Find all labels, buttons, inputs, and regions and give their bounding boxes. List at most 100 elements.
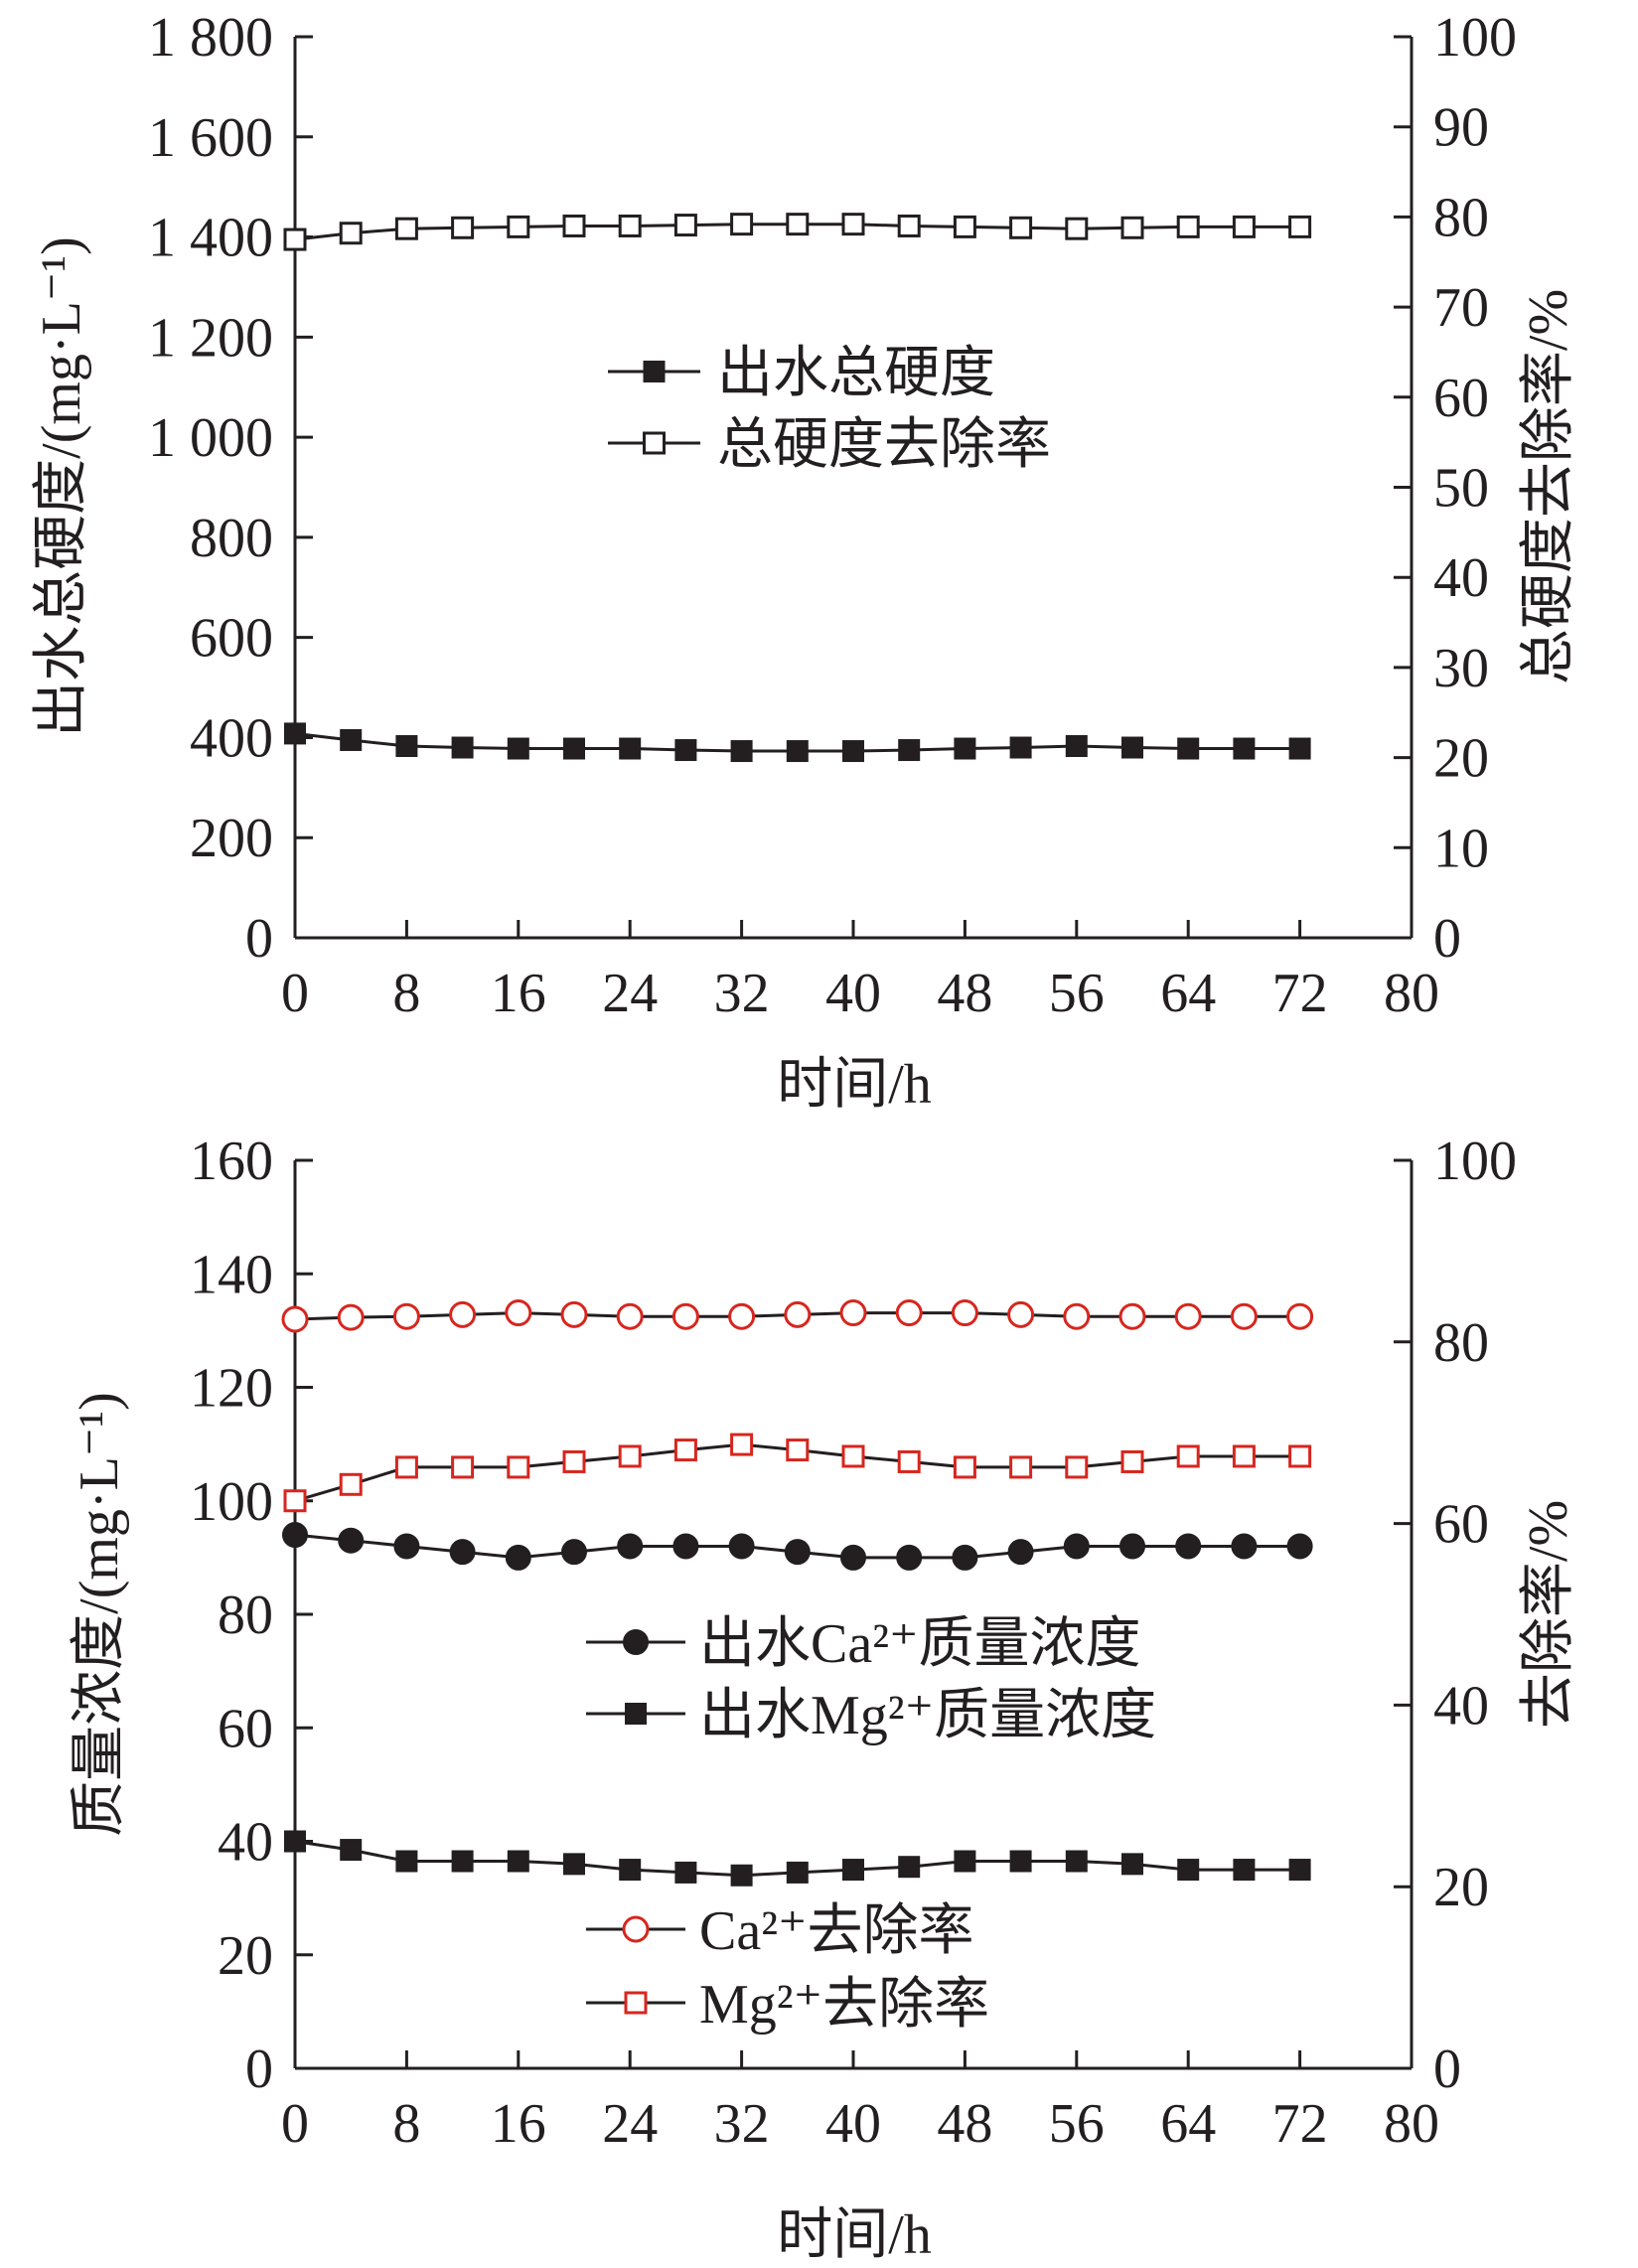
data-point xyxy=(839,1299,867,1327)
data-point xyxy=(786,1438,810,1462)
data-point xyxy=(1065,1455,1089,1479)
data-point xyxy=(1009,1850,1032,1873)
legend-marker xyxy=(643,361,666,382)
data-point xyxy=(1288,1859,1311,1882)
x-tick-label: 48 xyxy=(937,2093,992,2155)
data-point xyxy=(1232,215,1256,238)
left-tick-label: 200 xyxy=(190,808,273,869)
data-point xyxy=(954,737,976,760)
x-tick-label: 32 xyxy=(714,2093,770,2155)
data-point xyxy=(1288,737,1311,760)
x-tick-label: 80 xyxy=(1384,963,1439,1024)
data-point xyxy=(507,1850,529,1873)
right-tick-label: 70 xyxy=(1433,277,1489,339)
data-point xyxy=(953,215,976,238)
data-point xyxy=(730,213,754,236)
x-tick-label: 80 xyxy=(1384,2093,1439,2155)
x-tick-label: 72 xyxy=(1272,2093,1328,2155)
data-point xyxy=(1118,1302,1146,1330)
data-point xyxy=(283,227,307,251)
data-point xyxy=(1177,1859,1200,1882)
data-point xyxy=(507,737,529,760)
data-point xyxy=(281,1305,309,1333)
right-tick-label: 100 xyxy=(1433,7,1517,69)
x-axis-title: 时间/h xyxy=(777,2204,932,2266)
x-tick-label: 40 xyxy=(825,2093,881,2155)
data-point xyxy=(283,1489,307,1513)
data-point xyxy=(338,1527,365,1554)
left-tick-label: 100 xyxy=(190,1471,273,1533)
x-tick-label: 32 xyxy=(714,963,770,1024)
data-point xyxy=(1175,1533,1202,1560)
x-tick-label: 64 xyxy=(1160,2093,1216,2155)
left-tick-label: 120 xyxy=(190,1358,273,1420)
data-point xyxy=(1174,1302,1202,1330)
data-point xyxy=(337,1303,365,1331)
data-point xyxy=(898,739,921,762)
data-point xyxy=(561,1539,587,1566)
right-tick-label: 90 xyxy=(1433,97,1489,159)
right-tick-label: 100 xyxy=(1433,1131,1517,1192)
left-tick-label: 20 xyxy=(218,1925,273,1987)
data-point xyxy=(284,1830,306,1853)
legend-marker xyxy=(622,1915,650,1943)
data-point xyxy=(841,1444,865,1468)
data-point xyxy=(616,1302,644,1330)
left-axis-title: 质量浓度/(mg·L⁻¹) xyxy=(69,1392,130,1837)
right-tick-label: 60 xyxy=(1433,368,1489,429)
legend-label: 出水Mg²⁺质量浓度 xyxy=(699,1685,1156,1746)
data-point xyxy=(728,1302,756,1330)
data-point xyxy=(560,1300,588,1328)
data-point xyxy=(1065,217,1089,240)
data-point xyxy=(840,1544,866,1571)
data-point xyxy=(951,1299,978,1327)
data-point xyxy=(1119,1533,1145,1560)
data-point xyxy=(1288,215,1312,238)
legend-label: 出水总硬度 xyxy=(717,343,995,404)
left-tick-label: 1 600 xyxy=(148,107,273,169)
data-point xyxy=(395,735,418,758)
data-point xyxy=(1230,1302,1258,1330)
right-tick-label: 20 xyxy=(1433,1857,1489,1918)
legend-label: 总硬度去除率 xyxy=(717,414,1051,476)
data-point xyxy=(619,737,642,760)
data-point xyxy=(1065,735,1088,758)
right-tick-label: 80 xyxy=(1433,1312,1489,1374)
data-point xyxy=(730,1864,753,1887)
data-point xyxy=(1176,215,1200,238)
right-axis-title: 去除率/% xyxy=(1518,1500,1579,1729)
data-point xyxy=(1121,1853,1143,1876)
data-point xyxy=(563,737,585,760)
data-point xyxy=(952,1544,978,1571)
data-point xyxy=(674,739,697,762)
data-point xyxy=(786,1861,809,1884)
data-point xyxy=(1007,1539,1034,1566)
data-point xyxy=(451,216,475,239)
data-point xyxy=(1233,1859,1256,1882)
data-point xyxy=(1121,736,1143,759)
x-tick-label: 56 xyxy=(1049,2093,1105,2155)
data-point xyxy=(284,722,306,745)
x-axis-title: 时间/h xyxy=(777,1054,932,1116)
data-point xyxy=(784,1300,812,1328)
data-point xyxy=(1286,1533,1313,1560)
right-axis-title: 总硬度去除率/% xyxy=(1518,289,1579,684)
data-point xyxy=(1063,1533,1090,1560)
x-tick-label: 0 xyxy=(281,963,309,1024)
data-point xyxy=(618,1444,642,1468)
legend-marker xyxy=(624,1991,648,2015)
data-point xyxy=(1232,1444,1256,1468)
legend-label: Mg²⁺去除率 xyxy=(699,1974,989,2036)
data-point xyxy=(841,213,865,236)
x-tick-label: 56 xyxy=(1049,963,1105,1024)
data-point xyxy=(449,1539,476,1566)
data-point xyxy=(1009,216,1033,239)
data-point xyxy=(671,1302,699,1330)
right-tick-label: 60 xyxy=(1433,1494,1489,1556)
data-point xyxy=(842,740,864,763)
right-tick-label: 40 xyxy=(1433,547,1489,609)
data-point xyxy=(784,1539,811,1566)
left-tick-label: 140 xyxy=(190,1244,273,1305)
data-point xyxy=(340,728,363,751)
